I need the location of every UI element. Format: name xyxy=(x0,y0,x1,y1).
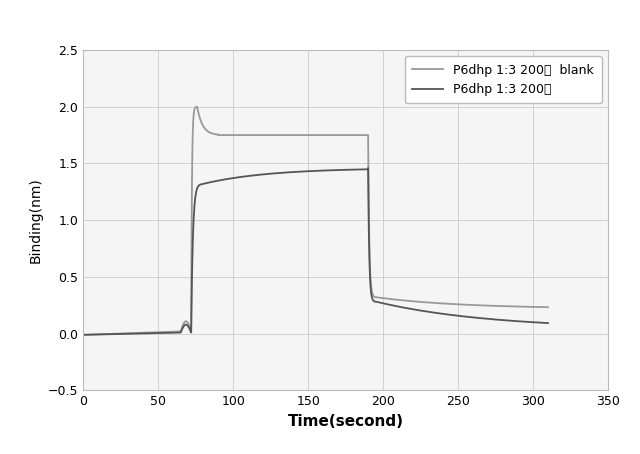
P6dhp 1:3 200倍 xyxy=(341,167,349,173)
P6dhp 1:3 200倍  blank xyxy=(190,112,198,118)
Legend: P6dhp 1:3 200倍  blank, P6dhp 1:3 200倍: P6dhp 1:3 200倍 blank, P6dhp 1:3 200倍 xyxy=(404,56,602,104)
P6dhp 1:3 200倍  blank xyxy=(322,132,330,138)
P6dhp 1:3 200倍  blank xyxy=(160,329,168,335)
P6dhp 1:3 200倍  blank xyxy=(225,132,232,138)
P6dhp 1:3 200倍 xyxy=(81,332,88,337)
X-axis label: Time(second): Time(second) xyxy=(287,414,404,429)
P6dhp 1:3 200倍 xyxy=(486,316,493,322)
P6dhp 1:3 200倍  blank xyxy=(544,305,552,310)
P6dhp 1:3 200倍 xyxy=(331,168,339,173)
P6dhp 1:3 200倍  blank xyxy=(188,329,195,334)
P6dhp 1:3 200倍 xyxy=(329,168,337,173)
Line: P6dhp 1:3 200倍  blank: P6dhp 1:3 200倍 blank xyxy=(83,107,548,335)
P6dhp 1:3 200倍 xyxy=(364,165,372,171)
P6dhp 1:3 200倍 xyxy=(445,312,452,317)
P6dhp 1:3 200倍  blank xyxy=(193,104,201,109)
Line: P6dhp 1:3 200倍: P6dhp 1:3 200倍 xyxy=(83,168,548,335)
P6dhp 1:3 200倍 xyxy=(79,332,87,338)
P6dhp 1:3 200倍  blank xyxy=(84,332,92,337)
P6dhp 1:3 200倍 xyxy=(544,321,552,326)
P6dhp 1:3 200倍  blank xyxy=(79,332,87,338)
Y-axis label: Binding(nm): Binding(nm) xyxy=(28,178,42,263)
